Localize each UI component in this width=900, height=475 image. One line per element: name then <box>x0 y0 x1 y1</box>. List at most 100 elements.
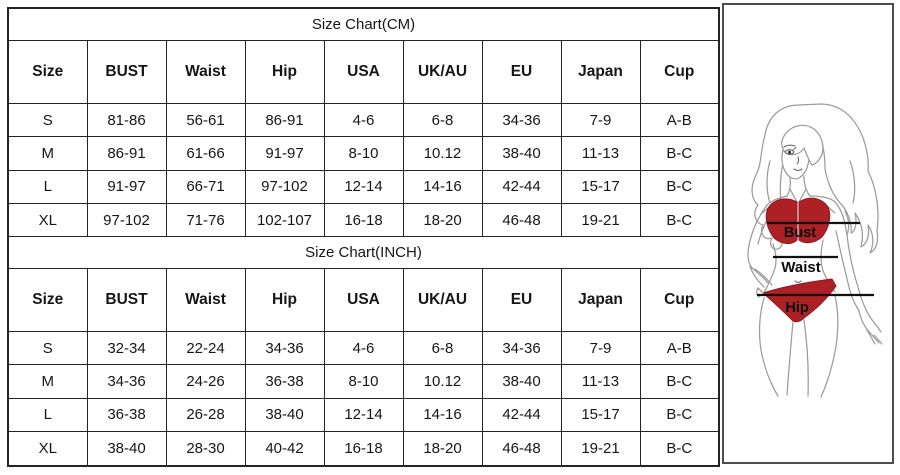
table-cell: 15-17 <box>560 169 641 205</box>
table-cell: 34-36 <box>86 364 167 399</box>
table-cell: 38-40 <box>244 397 325 433</box>
table-row: S 81-86 56-61 86-91 4-6 6-8 34-36 7-9 A-B <box>7 102 720 138</box>
table-cell: 11-13 <box>560 364 641 399</box>
table-cell: 19-21 <box>560 203 641 238</box>
hip-label: Hip <box>785 300 809 316</box>
inch-table-body: S 32-34 22-24 34-36 4-6 6-8 34-36 7-9 A-B M 34-36 2… <box>7 331 720 467</box>
table-cell: 16-18 <box>323 203 404 238</box>
table-row: XL 97-102 71-76 102-107 16-18 18-20 46-48 19-21… <box>7 203 720 238</box>
table-cell: XL <box>7 203 88 238</box>
column-header: Japan <box>560 40 641 104</box>
table-cell: 26-28 <box>165 397 246 433</box>
bikini-strap-left <box>789 188 798 203</box>
column-header: Hip <box>244 40 325 104</box>
table-cell: 7-9 <box>560 102 641 138</box>
table-cell: 86-91 <box>86 136 167 171</box>
right-arm-inner <box>835 230 860 312</box>
table-cell: 46-48 <box>481 431 562 467</box>
woman-figure-illustration: Bust Waist Hip <box>747 103 883 398</box>
bust-measure-group: Bust <box>767 221 860 241</box>
table-cell: 38-40 <box>481 364 562 399</box>
column-header: Cup <box>639 40 720 104</box>
left-hand-finger-2 <box>749 265 765 288</box>
table-cell: 7-9 <box>560 331 641 366</box>
table-row: L 91-97 66-71 97-102 12-14 14-16 42-44 15-17 B-C <box>7 169 720 205</box>
table-cell: 66-71 <box>165 169 246 205</box>
eye-pupil <box>787 150 792 154</box>
table-cell: 10.12 <box>402 136 483 171</box>
navel <box>794 280 802 284</box>
bikini-bottom-tie <box>756 287 764 298</box>
table-cell: 34-36 <box>244 331 325 366</box>
column-header: Waist <box>165 268 246 333</box>
table-cell: XL <box>7 431 88 467</box>
table-row: M 34-36 24-26 36-38 8-10 10.12 38-40 11-13 B-C <box>7 364 720 399</box>
table-cell: 6-8 <box>402 102 483 138</box>
table-cell: 46-48 <box>481 203 562 238</box>
hair-strand-left <box>766 160 771 204</box>
table-row: XL 38-40 28-30 40-42 16-18 18-20 46-48 19-21 B-C <box>7 431 720 467</box>
size-tables-container: Size Chart(CM) Size BUST Waist Hip USA UK/AU E… <box>7 7 720 467</box>
table-cell: L <box>7 397 88 433</box>
bikini-top-left-cup <box>765 198 798 244</box>
table-cell: 42-44 <box>481 397 562 433</box>
right-hand-finger-3 <box>873 334 883 345</box>
table-cell: 22-24 <box>165 331 246 366</box>
table-cell: B-C <box>639 431 720 467</box>
table-cell: 61-66 <box>165 136 246 171</box>
table-cell: 28-30 <box>165 431 246 467</box>
table-cell: A-B <box>639 102 720 138</box>
table-cell: 8-10 <box>323 136 404 171</box>
cm-table-title: Size Chart(CM) <box>7 7 720 41</box>
table-cell: 38-40 <box>481 136 562 171</box>
left-leg-outer <box>758 297 779 397</box>
table-row: M 86-91 61-66 91-97 8-10 10.12 38-40 11-13 B-C <box>7 136 720 171</box>
right-leg-outer <box>820 295 839 398</box>
column-header: Waist <box>165 40 246 104</box>
right-leg-inner <box>803 319 809 397</box>
neck-right <box>803 175 811 197</box>
table-cell: 71-76 <box>165 203 246 238</box>
table-cell: M <box>7 364 88 399</box>
size-chart-table: Size Chart(CM) Size BUST Waist Hip USA UK/AU E… <box>7 7 720 467</box>
table-cell: 10.12 <box>402 364 483 399</box>
column-header: Cup <box>639 268 720 333</box>
shoulder-right <box>809 195 835 202</box>
table-cell: 14-16 <box>402 397 483 433</box>
column-header: EU <box>481 40 562 104</box>
right-hand-finger-4 <box>866 329 876 345</box>
cm-table-body: S 81-86 56-61 86-91 4-6 6-8 34-36 7-9 A-B M 86-91 6… <box>7 102 720 238</box>
table-cell: 8-10 <box>323 364 404 399</box>
hip-measure-group: Hip <box>757 293 874 316</box>
table-cell: B-C <box>639 397 720 433</box>
inch-table-title: Size Chart(INCH) <box>7 236 720 270</box>
table-cell: M <box>7 136 88 171</box>
table-cell: 12-14 <box>323 397 404 433</box>
column-header: EU <box>481 268 562 333</box>
column-header: Japan <box>560 268 641 333</box>
left-arm-outer <box>747 204 768 269</box>
column-header: UK/AU <box>402 40 483 104</box>
table-cell: 32-34 <box>86 331 167 366</box>
table-cell: B-C <box>639 136 720 171</box>
table-cell: 4-6 <box>323 102 404 138</box>
right-arm-outer <box>833 200 871 318</box>
left-hand-finger-1 <box>751 267 769 284</box>
inch-title-row: Size Chart(INCH) <box>7 236 720 270</box>
mouth <box>793 168 803 172</box>
column-header: Hip <box>244 268 325 333</box>
table-cell: B-C <box>639 364 720 399</box>
table-cell: 56-61 <box>165 102 246 138</box>
bikini-bottom <box>762 278 837 323</box>
table-cell: 34-36 <box>481 331 562 366</box>
table-cell: 34-36 <box>481 102 562 138</box>
shoulder-left <box>766 195 788 206</box>
left-leg-inner <box>786 321 794 396</box>
table-cell: 15-17 <box>560 397 641 433</box>
inch-table-header-row: Size BUST Waist Hip USA UK/AU EU Japan Cup <box>7 268 720 333</box>
table-cell: 81-86 <box>86 102 167 138</box>
bust-label: Bust <box>784 225 816 241</box>
right-hand-finger-1 <box>869 316 882 333</box>
table-cell: 18-20 <box>402 431 483 467</box>
